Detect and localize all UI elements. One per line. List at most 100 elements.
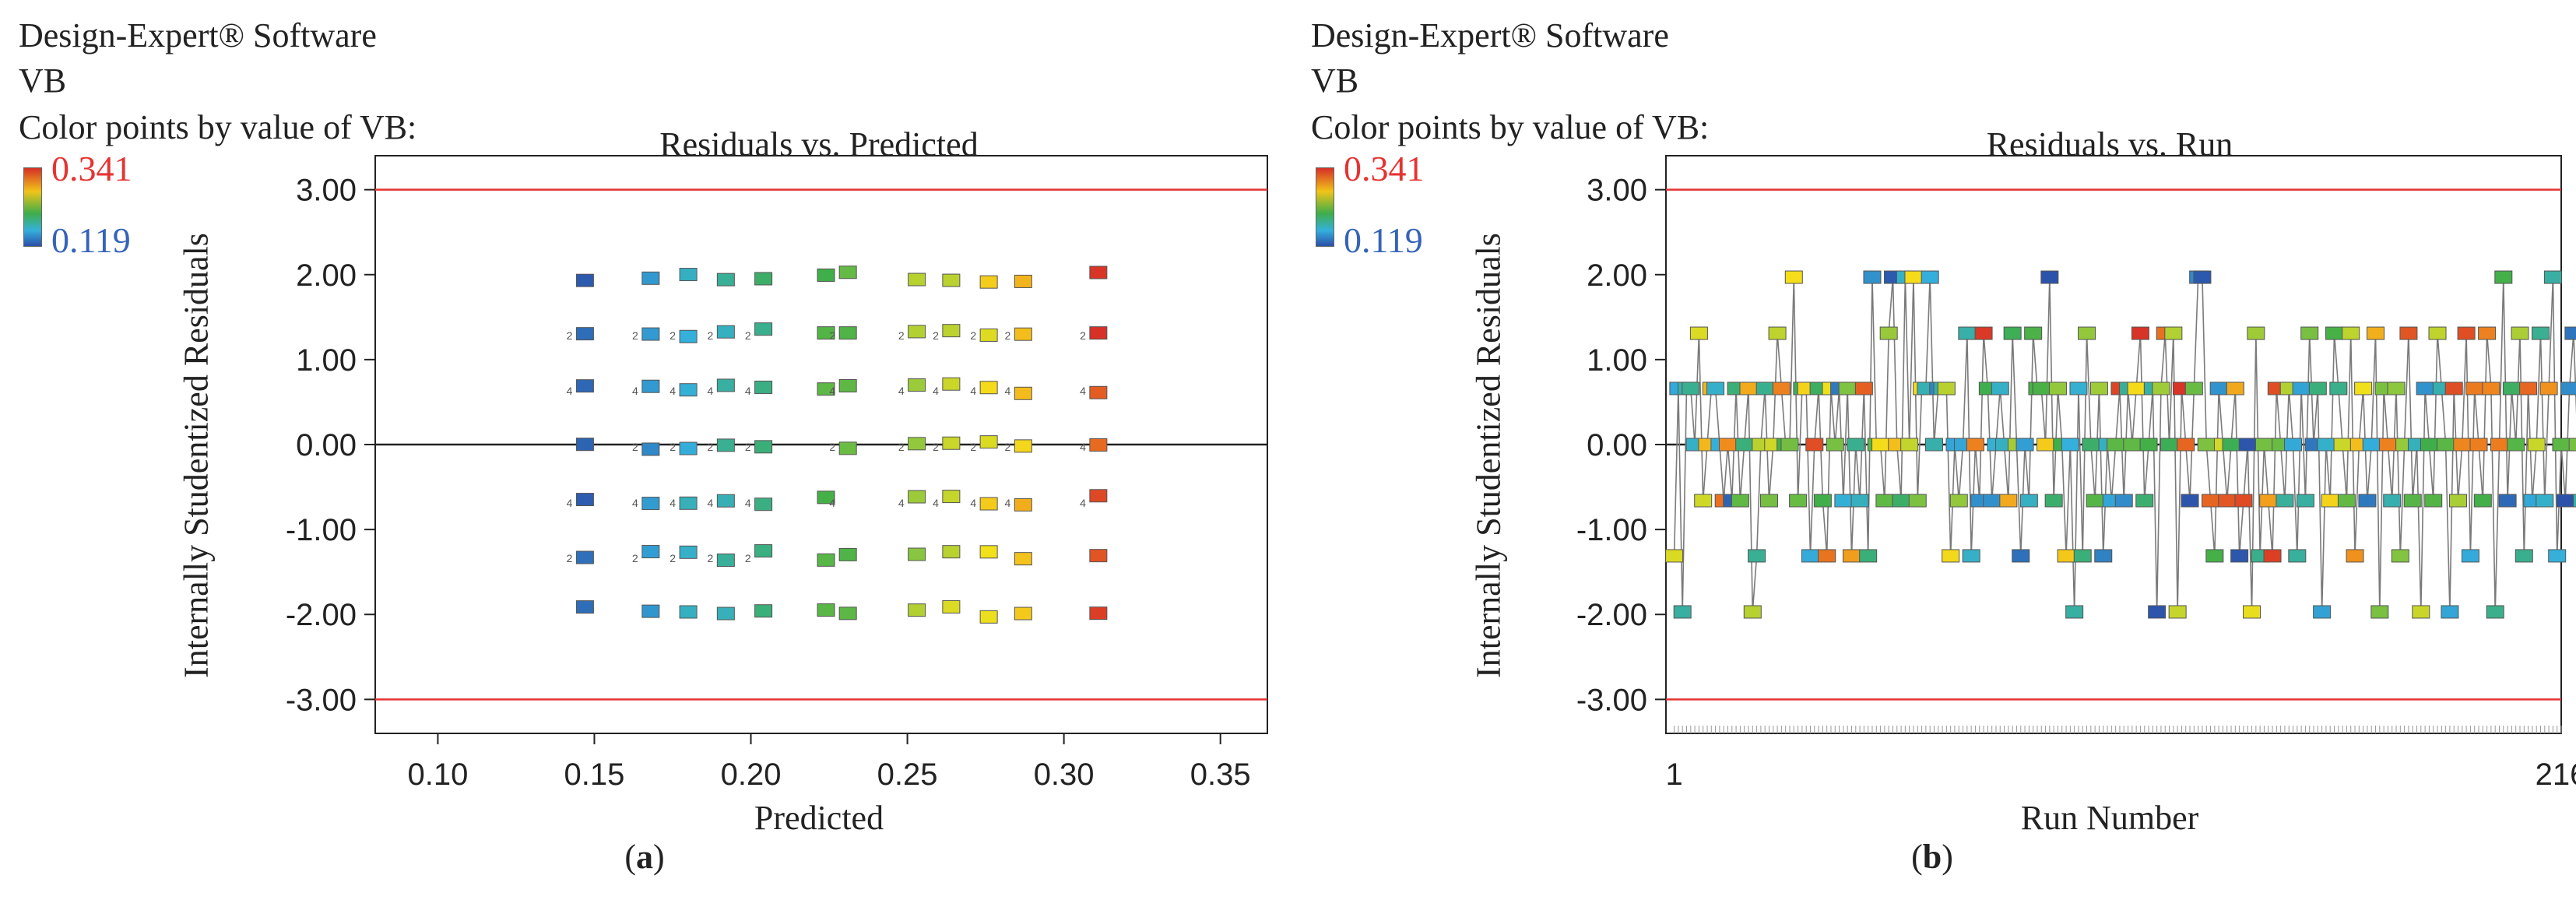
point-count-label: 4 (829, 385, 835, 397)
software-label: Design-Expert® Software (19, 16, 377, 54)
data-point (838, 441, 857, 455)
data-point (2572, 494, 2576, 508)
data-point (754, 497, 773, 512)
data-point (1694, 494, 1713, 508)
data-point (641, 604, 660, 618)
point-count-label: 2 (1005, 329, 1011, 342)
point-count-label: 4 (708, 385, 714, 397)
y-tick-label: -2.00 (1576, 598, 1647, 632)
data-point (2222, 438, 2240, 452)
data-point (1813, 494, 1832, 508)
x-tick-label: 1 (1665, 758, 1682, 792)
data-point (1014, 606, 1032, 621)
data-point (1863, 270, 1882, 284)
data-point (2032, 381, 2051, 396)
point-count-label: 2 (829, 329, 835, 342)
data-point (2370, 605, 2389, 619)
data-point (1879, 326, 1898, 340)
data-point (908, 490, 926, 504)
point-count-label: 2 (1005, 441, 1011, 453)
data-point (1958, 326, 1977, 340)
data-point (679, 545, 698, 559)
data-point (817, 326, 835, 340)
data-point (817, 490, 835, 504)
data-point (1854, 381, 1873, 396)
data-point (2486, 605, 2504, 619)
data-point (2362, 438, 2381, 452)
data-point (942, 490, 961, 504)
data-point (2243, 605, 2261, 619)
data-point (2089, 381, 2108, 396)
point-count-label: 4 (708, 497, 714, 509)
data-point (1772, 381, 1791, 396)
data-point (2292, 381, 2311, 396)
data-point (838, 265, 857, 279)
data-point (1735, 438, 1754, 452)
data-point (2444, 381, 2463, 396)
data-point (575, 438, 594, 452)
data-point (1983, 494, 2001, 508)
caption-letter: a (636, 838, 653, 876)
data-point (2346, 549, 2364, 563)
data-point (2403, 494, 2422, 508)
color-scale-bar (1316, 167, 1334, 247)
y-tick-label: 1.00 (296, 343, 357, 378)
data-point (2416, 381, 2434, 396)
data-point (641, 442, 660, 456)
data-point (1014, 274, 1032, 288)
data-point (2114, 494, 2133, 508)
point-count-label: 4 (829, 497, 835, 509)
data-point (641, 327, 660, 341)
data-point (2560, 381, 2576, 396)
data-point (2168, 605, 2187, 619)
data-point (2247, 326, 2265, 340)
data-point (2044, 494, 2063, 508)
data-point (1089, 385, 1108, 399)
data-point (2461, 549, 2479, 563)
data-point (2184, 381, 2203, 396)
data-point (2543, 270, 2562, 284)
data-point (1966, 438, 1984, 452)
data-point (2391, 549, 2409, 563)
point-count-label: 2 (708, 441, 714, 453)
data-point (1014, 439, 1032, 453)
data-point (2457, 326, 2476, 340)
data-point (817, 268, 835, 282)
data-point (2263, 549, 2282, 563)
data-point (2148, 605, 2167, 619)
data-point (1850, 494, 1869, 508)
point-count-label: 2 (669, 441, 676, 453)
y-tick-label: -3.00 (286, 683, 357, 717)
data-point (2205, 549, 2224, 563)
data-point (1731, 494, 1749, 508)
point-count-label: 4 (970, 385, 976, 397)
data-point (2082, 438, 2100, 452)
data-point (2568, 438, 2576, 452)
data-point (754, 380, 773, 394)
data-point (942, 377, 961, 391)
data-point (2209, 381, 2228, 396)
chart-title: Residuals vs. Run (1986, 125, 2233, 163)
data-point (679, 383, 698, 397)
data-point (2490, 438, 2509, 452)
point-count-label: 2 (970, 441, 976, 453)
data-point (1937, 381, 1956, 396)
point-count-label: 4 (1005, 385, 1011, 397)
data-point (2420, 438, 2438, 452)
color-scale-high: 0.341 (51, 149, 132, 188)
point-count-label: 4 (632, 385, 638, 397)
data-point (2333, 438, 2352, 452)
data-point (2202, 494, 2220, 508)
data-point (2539, 381, 2558, 396)
data-point (2160, 438, 2179, 452)
data-point (2284, 438, 2303, 452)
point-count-label: 2 (933, 441, 939, 453)
data-point (838, 326, 857, 340)
data-point (908, 272, 926, 287)
data-point (2152, 381, 2170, 396)
data-point (2354, 381, 2373, 396)
data-point (2556, 494, 2574, 508)
data-point (641, 271, 660, 285)
data-point (2226, 381, 2244, 396)
data-point (979, 275, 998, 289)
